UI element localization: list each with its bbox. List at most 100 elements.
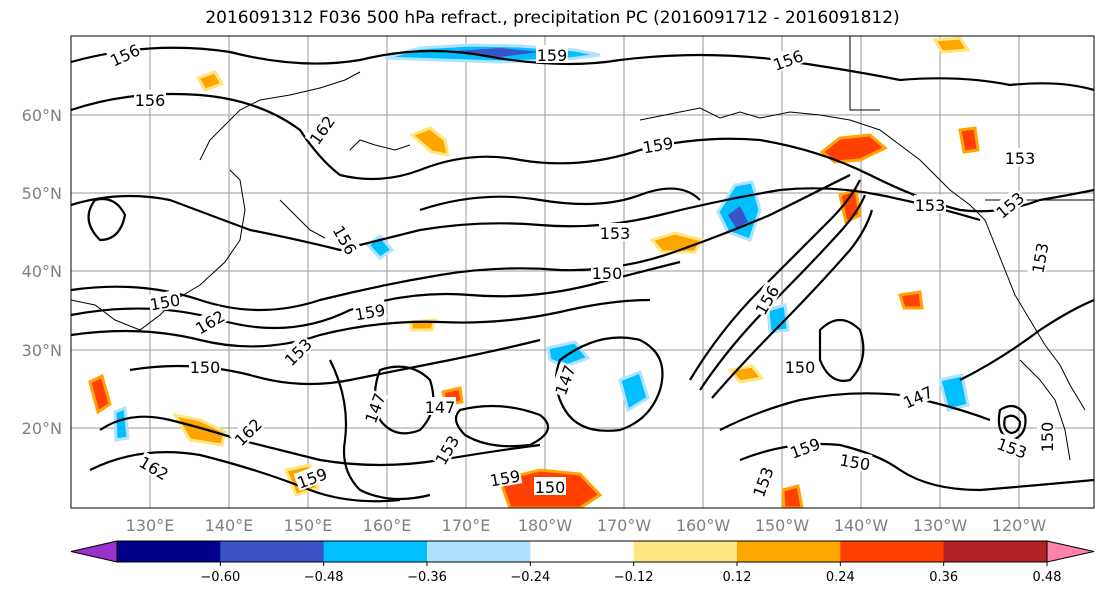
- contour-label: 150: [190, 358, 221, 377]
- contour-label-background: [599, 223, 631, 241]
- longitude-label: 170°W: [597, 516, 652, 535]
- contour-line: [71, 174, 851, 312]
- contour-line: [719, 392, 991, 431]
- coastline: [639, 107, 1086, 411]
- coastline: [1019, 359, 1071, 461]
- colorbar-segment: [427, 541, 531, 562]
- latitude-label: 30°N: [22, 341, 62, 360]
- contour-label-background: [330, 221, 362, 258]
- contour-label-background: [106, 39, 143, 70]
- contour-label-background: [279, 333, 315, 369]
- contour-line: [711, 209, 874, 399]
- contour-label-background: [536, 45, 568, 63]
- contour-label-background: [424, 397, 456, 415]
- colorbar-tick-label: −0.36: [407, 570, 447, 585]
- contour-label-background: [1027, 240, 1051, 276]
- coastline: [71, 169, 246, 331]
- latitude-labels: 60°N 50°N 40°N 30°N 20°N: [22, 106, 62, 438]
- colorbar-frame: [116, 540, 1048, 563]
- colorbar-segment: [633, 541, 738, 562]
- contour-label-background: [750, 281, 782, 318]
- contour-label-background: [899, 381, 936, 412]
- latitude-label: 20°N: [22, 419, 62, 438]
- contour-label-background: [786, 433, 823, 461]
- latitude-label: 50°N: [22, 184, 62, 203]
- contour-label-background: [994, 433, 1031, 461]
- contour-line: [71, 260, 681, 330]
- colorbar-segment: [530, 541, 635, 562]
- colorbar-tick-label: 0.48: [1033, 570, 1062, 585]
- contour-label: 147: [425, 398, 456, 417]
- contour-line: [419, 187, 701, 212]
- longitude-label: 150°W: [755, 516, 810, 535]
- contour-line: [87, 197, 127, 242]
- contour-label-background: [134, 90, 166, 108]
- contour-line: [454, 404, 550, 448]
- contour-label-background: [487, 465, 523, 489]
- contour-label-background: [293, 463, 330, 491]
- longitude-label: 150°E: [284, 516, 333, 535]
- coastline: [349, 139, 411, 151]
- precip-blob: [958, 126, 980, 154]
- contour-label-background: [748, 463, 776, 500]
- precip-blob: [766, 303, 790, 334]
- contour-line: [1003, 414, 1022, 435]
- contour-label-background: [304, 111, 338, 148]
- contour-line: [689, 179, 861, 381]
- contour-label-background: [769, 45, 806, 73]
- contour-label: 153: [915, 196, 946, 215]
- contour-label-background: [352, 299, 388, 323]
- plot-frame: [70, 35, 1095, 509]
- colorbar-segment: [323, 541, 428, 562]
- contour-line: [71, 92, 1094, 213]
- precip-blob: [195, 70, 225, 92]
- contour-line: [997, 404, 1027, 442]
- precip-blob: [898, 290, 924, 310]
- precip-blob: [781, 484, 804, 508]
- contour-line: [818, 318, 865, 382]
- longitude-label: 160°E: [363, 516, 412, 535]
- colorbar-segment: [117, 541, 221, 562]
- precip-blob: [171, 412, 227, 447]
- contour-label-background: [784, 357, 816, 375]
- precip-blob: [88, 373, 112, 415]
- colorbar-tick-label: −0.60: [200, 570, 240, 585]
- contour-label-background: [914, 195, 946, 213]
- coastline: [279, 199, 326, 239]
- contour-label: 150: [1038, 422, 1057, 453]
- contour-label-background: [550, 361, 578, 398]
- longitude-label: 140°W: [834, 516, 889, 535]
- map-title: 2016091312 F036 500 hPa refract., precip…: [205, 8, 900, 28]
- longitude-label: 130°E: [126, 516, 175, 535]
- contour-label-background: [534, 477, 566, 495]
- contour-line: [554, 336, 664, 432]
- colorbar-segment: [737, 541, 841, 562]
- colorbar-tick-label: −0.12: [614, 570, 654, 585]
- contour-label-background: [640, 132, 676, 156]
- coastline: [849, 36, 880, 111]
- colorbar-segment: [840, 541, 945, 562]
- colorbar-extend-low: [70, 540, 118, 563]
- longitude-label: 130°W: [913, 516, 968, 535]
- refractivity-contours: [71, 46, 1094, 503]
- contour-label-background: [1004, 148, 1036, 166]
- contour-line: [71, 46, 1094, 92]
- colorbar-tick-label: 0.12: [723, 570, 752, 585]
- precip-blob: [819, 133, 888, 164]
- contour-label-background: [136, 451, 173, 483]
- colorbar-segment: [943, 541, 1048, 562]
- contour-label-background: [430, 431, 462, 468]
- longitude-label: 140°E: [205, 516, 254, 535]
- precip-blob: [409, 126, 450, 157]
- longitude-label: 180°W: [518, 516, 573, 535]
- contour-label-background: [1037, 421, 1055, 453]
- contour-label: 153: [1005, 149, 1036, 168]
- contour-line: [699, 194, 867, 391]
- precip-blob: [113, 405, 130, 442]
- contour-label: 153: [600, 224, 631, 243]
- longitude-labels: 130°E 140°E 150°E 160°E 170°E 180°W 170°W 160°W…: [126, 516, 1047, 535]
- longitude-label: 160°W: [676, 516, 731, 535]
- contour-label-background: [591, 263, 623, 281]
- contour-label-background: [191, 305, 228, 337]
